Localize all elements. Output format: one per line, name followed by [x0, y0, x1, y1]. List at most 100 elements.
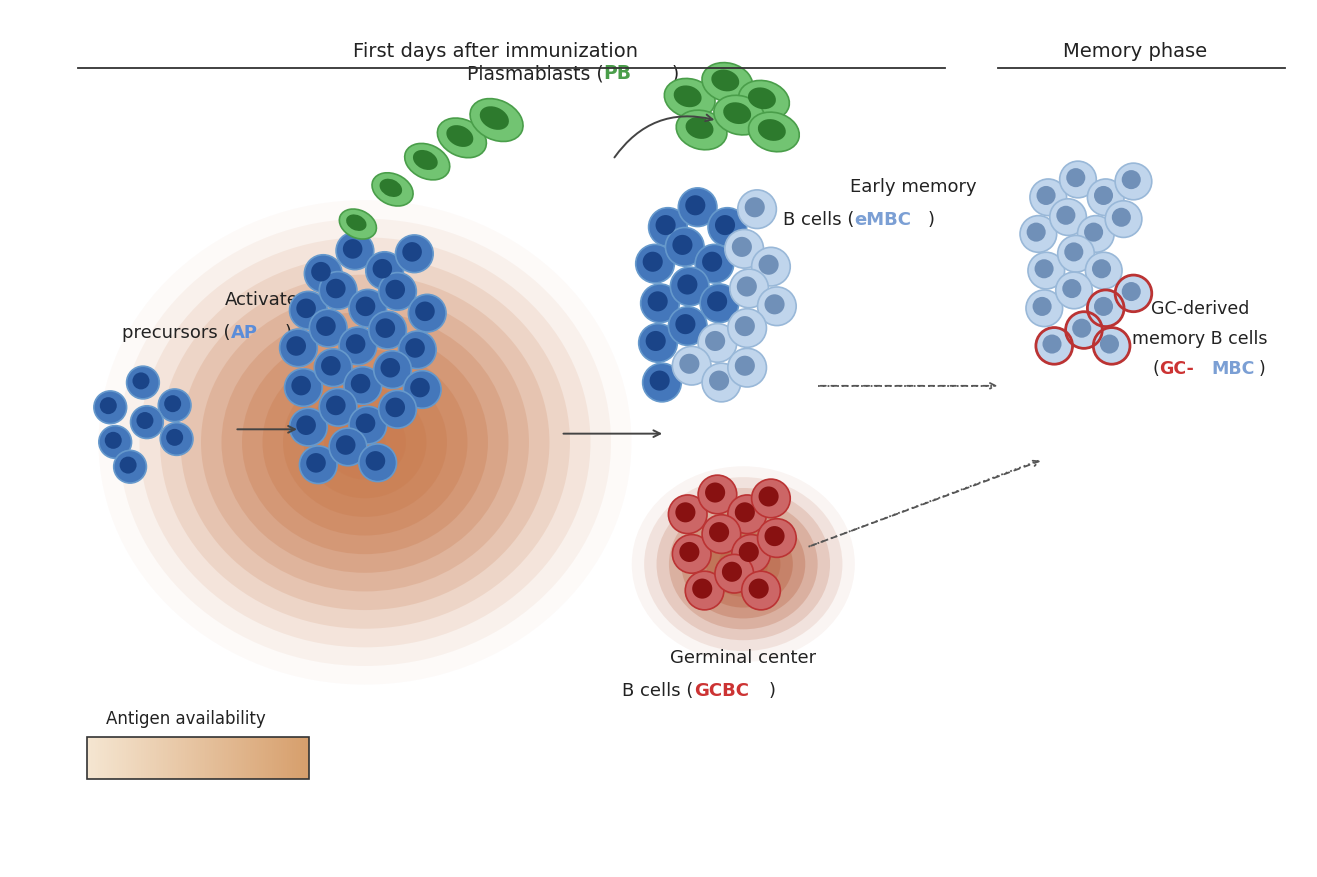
Bar	[287, 738, 288, 779]
Bar	[132, 738, 133, 779]
Bar	[306, 738, 307, 779]
Bar	[216, 738, 219, 779]
Bar	[145, 738, 146, 779]
Bar	[288, 738, 291, 779]
Circle shape	[709, 209, 747, 247]
Circle shape	[636, 245, 674, 283]
Text: Memory phase: Memory phase	[1063, 42, 1206, 61]
Bar	[219, 738, 220, 779]
Circle shape	[408, 295, 446, 332]
Bar	[87, 738, 309, 779]
Ellipse shape	[346, 215, 366, 232]
Circle shape	[338, 328, 377, 366]
Circle shape	[673, 535, 711, 574]
Bar	[192, 738, 195, 779]
Circle shape	[406, 339, 425, 359]
Bar	[174, 738, 176, 779]
Circle shape	[386, 281, 406, 300]
Circle shape	[1021, 217, 1056, 253]
Bar	[244, 738, 246, 779]
Circle shape	[356, 297, 375, 317]
Bar	[275, 738, 278, 779]
Text: Plasmablasts (: Plasmablasts (	[468, 64, 603, 83]
Bar	[220, 738, 223, 779]
Circle shape	[648, 209, 687, 247]
Circle shape	[1027, 224, 1046, 242]
Text: AP: AP	[230, 324, 258, 341]
Circle shape	[685, 572, 724, 610]
Circle shape	[730, 270, 768, 309]
Circle shape	[698, 324, 736, 363]
Circle shape	[735, 503, 755, 523]
Text: ): )	[672, 64, 678, 83]
Bar	[224, 738, 225, 779]
Circle shape	[358, 445, 396, 482]
Text: GC-: GC-	[1159, 360, 1195, 378]
Bar	[196, 738, 198, 779]
Ellipse shape	[644, 478, 843, 652]
Circle shape	[645, 332, 665, 352]
Bar	[178, 738, 179, 779]
Circle shape	[356, 414, 375, 433]
Bar	[255, 738, 257, 779]
Bar	[115, 738, 117, 779]
Circle shape	[1067, 169, 1085, 188]
Ellipse shape	[723, 103, 751, 125]
Bar	[265, 738, 266, 779]
Circle shape	[732, 238, 752, 258]
Ellipse shape	[119, 219, 611, 667]
Circle shape	[349, 290, 387, 328]
Circle shape	[279, 330, 317, 367]
Circle shape	[680, 542, 699, 562]
Bar	[120, 738, 122, 779]
Circle shape	[120, 457, 137, 474]
Bar	[294, 738, 296, 779]
Circle shape	[709, 371, 730, 391]
Circle shape	[158, 389, 191, 422]
Circle shape	[350, 374, 370, 394]
Bar	[211, 738, 213, 779]
Bar	[298, 738, 300, 779]
Ellipse shape	[371, 174, 414, 207]
Circle shape	[1122, 282, 1141, 302]
Circle shape	[1036, 328, 1072, 365]
Bar	[133, 738, 136, 779]
Bar	[166, 738, 169, 779]
Text: memory B cells: memory B cells	[1133, 330, 1268, 347]
Circle shape	[715, 216, 735, 236]
Bar	[90, 738, 91, 779]
Text: ): )	[768, 681, 776, 699]
Circle shape	[702, 364, 740, 403]
Circle shape	[344, 367, 382, 405]
Bar	[279, 738, 282, 779]
Bar	[96, 738, 99, 779]
Circle shape	[759, 255, 778, 275]
Circle shape	[1063, 280, 1081, 299]
Ellipse shape	[345, 424, 386, 461]
Ellipse shape	[180, 275, 549, 610]
Circle shape	[1084, 224, 1104, 242]
Bar	[303, 738, 306, 779]
Circle shape	[1115, 164, 1152, 201]
Bar	[91, 738, 92, 779]
Text: ): )	[1259, 360, 1266, 378]
Circle shape	[748, 579, 769, 599]
Circle shape	[1093, 328, 1130, 365]
Circle shape	[764, 295, 785, 315]
Text: Activated: Activated	[224, 290, 309, 309]
Bar	[173, 738, 174, 779]
Circle shape	[296, 299, 316, 318]
Bar	[283, 738, 284, 779]
Bar	[238, 738, 241, 779]
Bar	[117, 738, 119, 779]
Bar	[109, 738, 111, 779]
Circle shape	[165, 396, 182, 413]
Bar	[253, 738, 255, 779]
Circle shape	[1088, 290, 1123, 327]
Circle shape	[284, 369, 323, 407]
Bar	[195, 738, 196, 779]
Ellipse shape	[324, 406, 406, 480]
Circle shape	[695, 245, 734, 283]
Ellipse shape	[694, 521, 793, 608]
Circle shape	[1088, 180, 1123, 217]
